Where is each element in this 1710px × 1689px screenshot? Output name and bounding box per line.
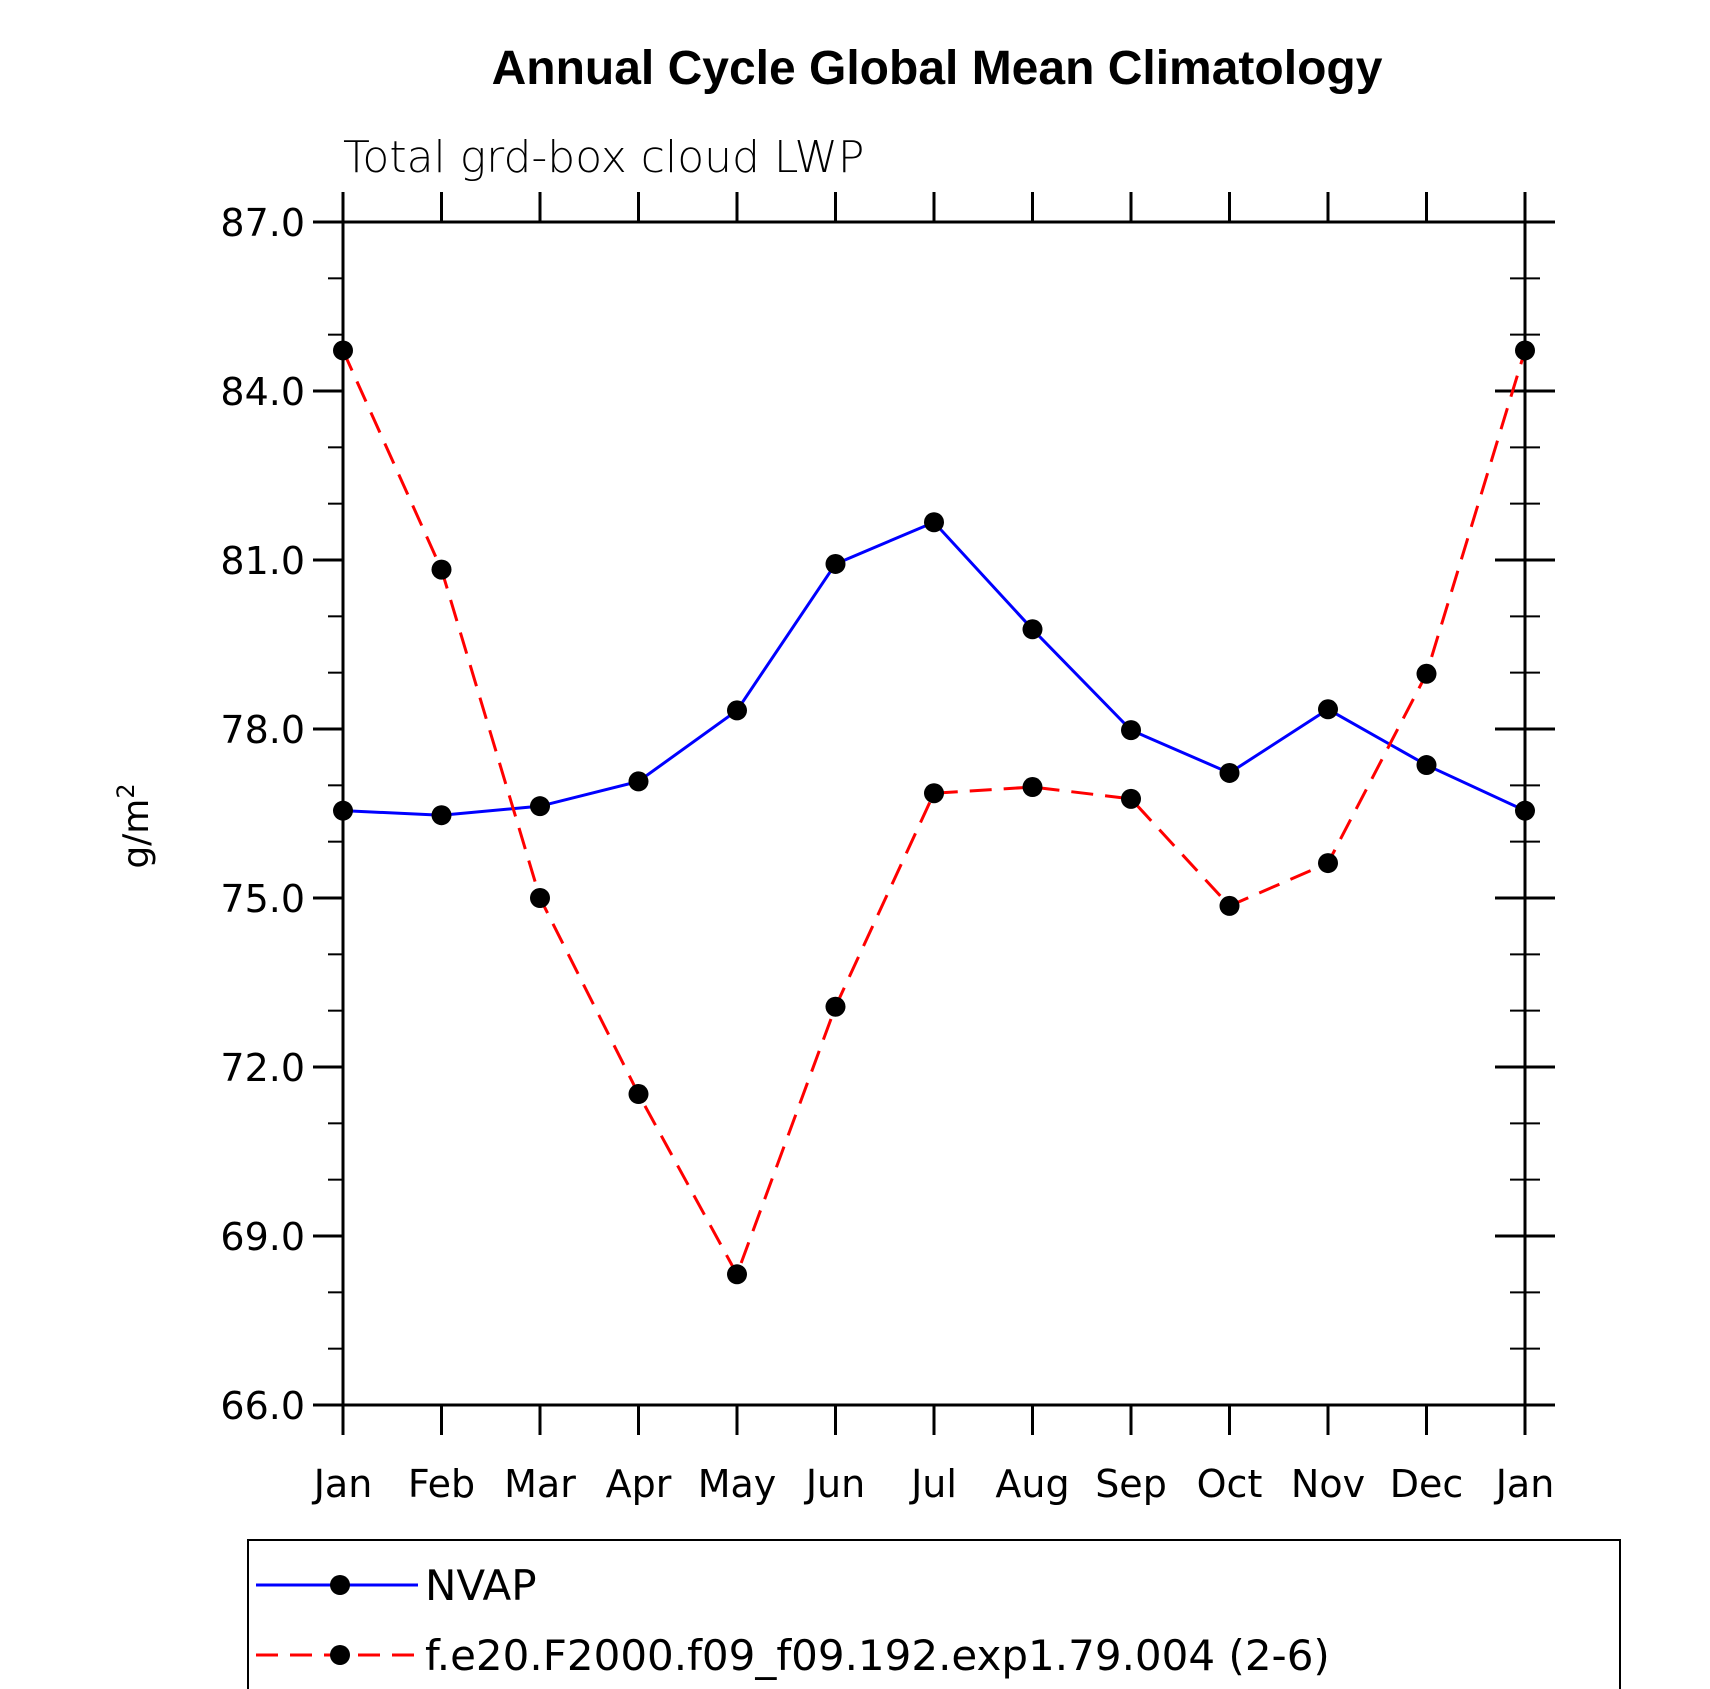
data-point-model xyxy=(333,340,353,361)
x-tick-label: Sep xyxy=(1095,1462,1167,1506)
data-point-model xyxy=(1121,788,1141,809)
y-tick-label: 69.0 xyxy=(220,1215,305,1259)
y-tick-label: 87.0 xyxy=(220,201,305,245)
legend-label-nvap: NVAP xyxy=(425,1561,537,1610)
chart-title: Annual Cycle Global Mean Climatology xyxy=(492,42,1383,95)
axis-ticks xyxy=(313,192,1555,1435)
y-tick-label: 81.0 xyxy=(220,539,305,583)
y-axis-label-text: g/m xyxy=(116,799,157,869)
svg-text:g/m2: g/m2 xyxy=(112,783,157,868)
data-point-model xyxy=(1022,777,1043,798)
data-point-nvap xyxy=(924,512,944,533)
y-axis-label-superscript: 2 xyxy=(112,783,140,798)
x-tick-label: Mar xyxy=(504,1462,576,1506)
y-axis-label: g/m2 xyxy=(112,783,157,868)
x-tick-label: Jul xyxy=(909,1462,957,1506)
legend: NVAP f.e20.F2000.f09_f09.192.exp1.79.004… xyxy=(247,1539,1621,1689)
legend-marker-model xyxy=(330,1645,350,1665)
y-tick-label: 72.0 xyxy=(220,1046,305,1090)
data-point-nvap xyxy=(333,800,353,821)
data-point-model xyxy=(1219,895,1240,916)
data-point-nvap xyxy=(1416,755,1437,776)
y-tick-label: 66.0 xyxy=(220,1384,305,1428)
series-line-nvap xyxy=(342,520,1526,817)
data-point-nvap xyxy=(628,771,649,792)
data-point-nvap xyxy=(1515,800,1535,821)
x-tick-label: Apr xyxy=(606,1462,672,1506)
y-tick-label: 84.0 xyxy=(220,370,305,414)
x-tick-label: Oct xyxy=(1197,1462,1263,1506)
series-line-model xyxy=(341,349,1527,1278)
x-tick-label: Jun xyxy=(804,1462,865,1506)
x-tick-label: Nov xyxy=(1291,1462,1365,1506)
legend-label-model: f.e20.F2000.f09_f09.192.exp1.79.004 (2-6… xyxy=(425,1631,1330,1680)
x-tick-label: Aug xyxy=(995,1462,1069,1506)
data-point-model xyxy=(628,1084,649,1105)
plot-frame xyxy=(341,220,1527,1407)
data-point-nvap xyxy=(1121,720,1141,741)
data-point-nvap xyxy=(1219,762,1240,783)
data-point-model xyxy=(825,996,846,1017)
data-point-model xyxy=(1416,663,1437,684)
y-tick-label: 78.0 xyxy=(220,708,305,752)
data-point-nvap xyxy=(1022,619,1043,640)
data-point-model xyxy=(924,783,944,804)
legend-marker-nvap xyxy=(330,1575,350,1595)
data-point-nvap xyxy=(431,805,452,826)
data-point-nvap xyxy=(825,553,846,574)
chart-subtitle: Total grd-box cloud LWP xyxy=(343,132,864,183)
y-tick-label: 75.0 xyxy=(220,877,305,921)
x-tick-label: Feb xyxy=(408,1462,475,1506)
y-tick-labels: 66.0 69.0 72.0 75.0 78.0 81.0 84.0 87.0 xyxy=(220,201,305,1428)
data-point-model xyxy=(727,1264,747,1285)
data-point-nvap xyxy=(530,796,550,817)
x-tick-label: Jan xyxy=(312,1462,373,1506)
data-point-model xyxy=(530,888,550,908)
x-tick-label: May xyxy=(698,1462,777,1506)
x-tick-label: Jan xyxy=(1494,1462,1555,1506)
data-point-model xyxy=(1515,340,1535,361)
x-tick-label: Dec xyxy=(1390,1462,1464,1506)
data-point-nvap xyxy=(727,700,747,721)
x-tick-labels: Jan Feb Mar Apr May Jun Jul Aug Sep Oct Nov Dec Jan xyxy=(312,1462,1555,1506)
series-layer xyxy=(333,340,1535,1285)
data-point-model xyxy=(1318,853,1338,874)
data-point-model xyxy=(431,559,452,580)
legend-box xyxy=(247,1539,1621,1689)
data-point-nvap xyxy=(1318,699,1338,720)
